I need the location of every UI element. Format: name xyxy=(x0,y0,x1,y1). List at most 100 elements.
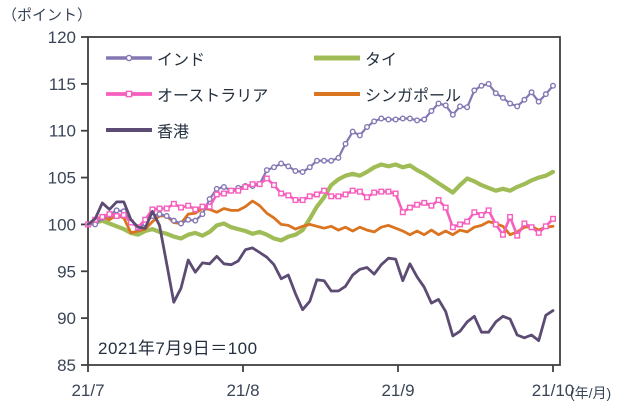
y-axis-tick-label: 105 xyxy=(48,169,76,188)
x-axis-unit-suffix: (年/月) xyxy=(570,385,612,401)
india-marker xyxy=(313,157,320,164)
india-marker xyxy=(263,167,270,174)
india-marker xyxy=(278,160,285,167)
x-axis-tick-label: 21/8 xyxy=(226,381,259,400)
x-axis-tick-label: 21/9 xyxy=(381,381,414,400)
australia-marker xyxy=(285,192,292,199)
india-marker xyxy=(378,115,385,122)
australia-marker xyxy=(378,188,385,195)
india-marker xyxy=(385,116,392,123)
australia-marker xyxy=(478,212,485,219)
india-marker xyxy=(292,168,299,175)
thailand-series-line xyxy=(85,162,556,243)
australia-marker xyxy=(306,193,313,200)
india-marker xyxy=(499,94,506,101)
australia-marker xyxy=(335,193,342,200)
india-marker xyxy=(321,157,328,164)
india-marker xyxy=(435,100,442,107)
y-axis-tick-label: 85 xyxy=(57,356,76,375)
india-marker xyxy=(428,108,435,115)
australia-marker xyxy=(206,203,213,210)
base-date-annotation: 2021年7月9日＝100 xyxy=(98,339,258,358)
australia-marker xyxy=(499,231,506,238)
australia-marker xyxy=(492,221,499,228)
y-axis-tick-label: 110 xyxy=(49,122,76,141)
india-marker xyxy=(421,116,428,123)
australia-marker xyxy=(364,194,371,201)
india-marker xyxy=(521,96,528,103)
hongkong-series-line xyxy=(86,200,555,343)
india-marker xyxy=(371,118,378,125)
india-marker xyxy=(457,103,464,110)
india-marker xyxy=(349,128,356,135)
australia-marker xyxy=(192,206,199,213)
india-marker xyxy=(535,98,542,105)
india-marker xyxy=(442,102,449,109)
australia-marker xyxy=(371,189,378,196)
legend-item-thailand: タイ xyxy=(314,47,397,69)
legend-label-singapore: シンガポール xyxy=(365,88,462,105)
india-marker xyxy=(306,164,313,171)
australia-marker xyxy=(507,213,514,220)
australia-marker xyxy=(435,197,442,204)
india-marker xyxy=(392,116,399,123)
australia-marker xyxy=(242,183,249,190)
india-marker xyxy=(156,211,163,218)
australia-marker xyxy=(99,213,106,220)
australia-marker xyxy=(256,181,263,188)
australia-marker xyxy=(321,187,328,194)
plot-border xyxy=(87,36,561,366)
india-marker xyxy=(335,154,342,161)
india-marker xyxy=(328,157,335,164)
india-marker xyxy=(206,196,213,203)
australia-marker xyxy=(542,223,549,230)
australia-marker xyxy=(349,187,356,194)
australia-marker xyxy=(528,224,535,231)
y-axis-tick-label: 115 xyxy=(49,75,76,94)
y-axis-unit-label: （ポイント） xyxy=(2,7,93,24)
india-marker xyxy=(406,115,413,122)
india-marker xyxy=(192,217,199,224)
australia-marker xyxy=(213,191,220,198)
india-marker xyxy=(528,89,535,96)
india-marker xyxy=(199,211,206,218)
india-marker xyxy=(113,207,120,214)
australia-marker xyxy=(177,204,184,211)
thailand-legend-line-icon xyxy=(314,55,360,61)
legend-item-india: インド xyxy=(106,47,205,69)
india-marker xyxy=(542,91,549,98)
india-marker xyxy=(399,115,406,122)
legend-item-singapore: シンガポール xyxy=(314,83,461,105)
australia-marker xyxy=(235,187,242,194)
australia-marker xyxy=(464,218,471,225)
australia-marker xyxy=(299,197,306,204)
india-marker xyxy=(507,100,514,107)
legend-item-hongkong: 香港 xyxy=(106,119,189,141)
australia-marker xyxy=(356,188,363,195)
australia-legend-marker xyxy=(125,90,133,98)
y-axis-tick-label: 95 xyxy=(57,262,76,281)
india-marker xyxy=(271,164,278,171)
india-marker xyxy=(185,216,192,223)
india-marker xyxy=(492,90,499,97)
y-axis-tick-label: 90 xyxy=(57,309,76,328)
india-marker xyxy=(342,140,349,147)
australia-marker xyxy=(521,220,528,227)
india-marker xyxy=(550,82,557,89)
y-axis-tick-label: 120 xyxy=(48,28,76,47)
australia-marker xyxy=(442,204,449,211)
hongkong-legend-line-icon xyxy=(106,128,152,132)
australia-marker xyxy=(342,191,349,198)
australia-marker xyxy=(106,211,113,218)
australia-marker xyxy=(263,175,270,182)
australia-marker xyxy=(414,201,421,208)
australia-marker xyxy=(485,207,492,214)
australia-marker xyxy=(313,191,320,198)
australia-marker xyxy=(428,202,435,209)
india-marker xyxy=(177,220,184,227)
india-marker xyxy=(364,123,371,130)
india-marker xyxy=(464,104,471,111)
australia-marker xyxy=(185,202,192,209)
india-marker xyxy=(478,82,485,89)
